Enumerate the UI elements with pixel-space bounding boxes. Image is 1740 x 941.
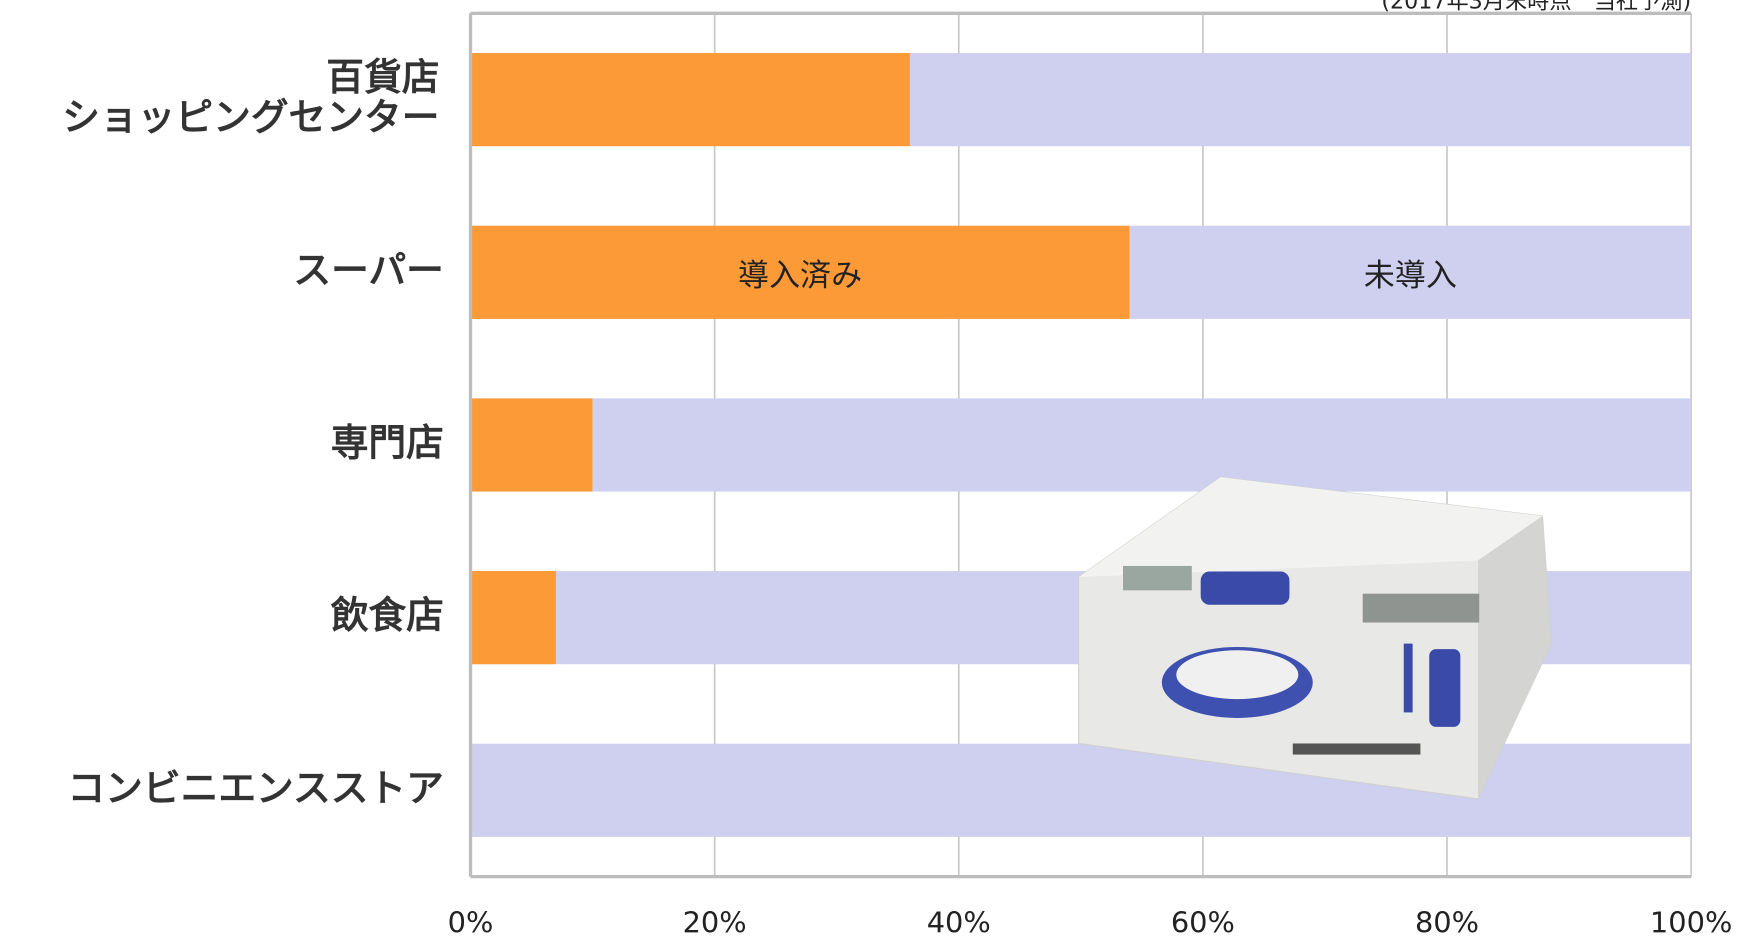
x-tick-label: 20% <box>683 905 747 939</box>
annotation: (2017年3月末時点 当社予測) <box>1381 0 1691 15</box>
x-tick-label: 80% <box>1415 905 1479 939</box>
x-tick-label: 100% <box>1650 905 1732 939</box>
series-label: 未導入 <box>1364 258 1457 294</box>
bar <box>470 225 1130 319</box>
x-tick-label: 40% <box>927 905 991 939</box>
bar <box>470 53 910 147</box>
bar <box>470 743 1692 837</box>
bar <box>470 571 556 665</box>
y-tick-label: 専門店 <box>331 420 444 464</box>
x-tick-label: 60% <box>1171 905 1235 939</box>
y-tick-label: 百貨店 <box>326 55 439 99</box>
y-tick-label: コンビニエンスストア <box>67 766 443 810</box>
x-tick-label: 0% <box>448 905 494 939</box>
bar <box>470 398 593 492</box>
product-photo <box>1078 476 1552 800</box>
y-tick-label: 飲食店 <box>331 593 444 637</box>
series-label: 導入済み <box>738 258 862 294</box>
bar <box>592 398 1692 492</box>
y-tick-label: ショッピングセンター <box>62 95 439 139</box>
bar <box>909 53 1692 147</box>
y-tick-label: スーパー <box>293 248 443 292</box>
bar <box>1129 225 1692 319</box>
